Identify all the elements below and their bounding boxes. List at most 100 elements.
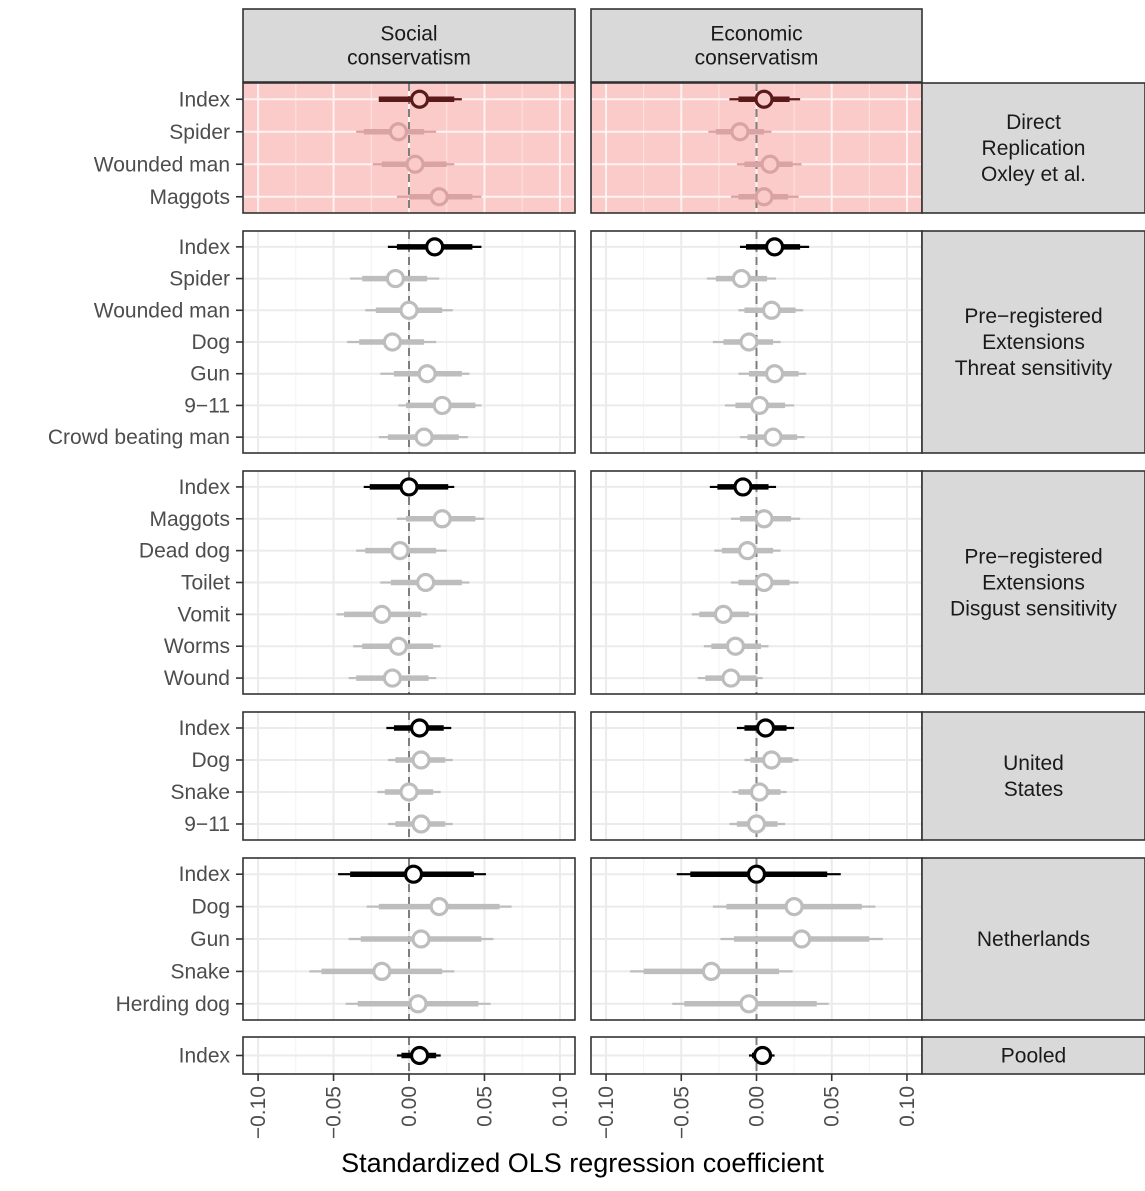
x-tick-label: −0.10 [247, 1086, 270, 1139]
y-tick-label: Herding dog [116, 993, 230, 1016]
point-estimate [764, 364, 785, 384]
point-estimate [403, 864, 424, 884]
column-strip-label: Social conservatism [347, 23, 471, 70]
panel-border [242, 82, 576, 214]
point-estimate [399, 782, 419, 802]
x-axis-title: Standardized OLS regression coefficient [341, 1148, 824, 1178]
point-estimate [429, 896, 449, 917]
point-estimate [733, 477, 753, 497]
point-estimate [754, 187, 774, 207]
y-tick-label: Crowd beating man [48, 426, 230, 449]
row-strip-label: United States [1003, 752, 1064, 801]
x-tick-label: −0.10 [595, 1086, 618, 1139]
x-tick-label: 0.10 [896, 1086, 919, 1127]
point-estimate [372, 961, 392, 982]
y-tick-label: Gun [190, 928, 230, 951]
y-tick-label: Wounded man [94, 299, 230, 322]
point-estimate [746, 864, 767, 884]
y-tick-label: Toilet [181, 572, 230, 595]
point-estimate [388, 636, 409, 656]
point-estimate [721, 668, 741, 688]
x-tick-label: −0.05 [670, 1086, 693, 1139]
y-tick-label: Snake [170, 781, 230, 804]
row-strip [921, 711, 1145, 841]
row-strip [921, 470, 1145, 695]
row-strip-label: Direct Replication Oxley et al. [981, 111, 1086, 186]
y-tick-label: Worms [164, 635, 230, 658]
y-tick-label: Dog [191, 896, 230, 919]
point-estimate [405, 154, 425, 174]
point-estimate [761, 300, 782, 320]
point-estimate [754, 572, 774, 593]
row-strip-label: Pre−registered Extensions Disgust sensitiv… [950, 546, 1117, 621]
point-estimate [417, 364, 437, 384]
y-tick-label: Maggots [149, 508, 230, 531]
point-estimate [432, 509, 452, 529]
point-estimate [399, 477, 419, 497]
point-estimate [388, 122, 409, 142]
x-tick-label: 0.10 [549, 1086, 572, 1127]
point-estimate [411, 929, 431, 949]
point-estimate [701, 961, 721, 982]
y-tick-label: Dog [191, 749, 230, 772]
point-estimate [737, 541, 758, 561]
point-estimate [755, 718, 776, 738]
point-estimate [739, 994, 759, 1014]
y-tick-label: Index [179, 1045, 231, 1068]
point-estimate [382, 668, 402, 688]
row-strip-label: Pre−registered Extensions Threat sensitivi… [955, 305, 1113, 380]
point-estimate [764, 237, 785, 257]
point-estimate [372, 604, 392, 624]
row-strip [921, 230, 1145, 454]
y-tick-label: Wound [164, 667, 230, 690]
point-estimate [761, 750, 782, 770]
y-tick-label: 9−11 [184, 394, 230, 417]
y-tick-label: Wounded man [94, 153, 230, 176]
point-estimate [390, 541, 410, 561]
y-tick-label: Maggots [149, 186, 230, 209]
point-estimate [713, 604, 734, 624]
y-tick-label: Snake [170, 960, 230, 983]
point-estimate [730, 122, 750, 142]
x-tick-label: 0.00 [746, 1086, 769, 1127]
point-estimate [425, 237, 445, 257]
point-estimate [408, 994, 428, 1014]
y-tick-label: Index [179, 88, 231, 111]
point-estimate [731, 268, 752, 289]
point-estimate [754, 89, 774, 109]
x-tick-label: 0.05 [821, 1086, 844, 1127]
point-estimate [382, 332, 402, 352]
x-tick-label: 0.00 [398, 1086, 421, 1127]
y-tick-label: Gun [190, 363, 230, 386]
point-estimate [760, 154, 780, 174]
y-tick-label: Index [179, 236, 231, 259]
point-estimate [752, 1045, 773, 1066]
y-tick-label: Index [179, 476, 231, 499]
point-estimate [409, 89, 430, 109]
point-estimate [409, 718, 430, 738]
point-estimate [754, 509, 774, 529]
point-estimate [792, 929, 812, 949]
point-estimate [414, 427, 434, 447]
y-tick-label: Index [179, 863, 231, 886]
point-estimate [399, 300, 419, 320]
point-estimate [749, 782, 770, 802]
y-tick-label: Dog [191, 331, 230, 354]
point-estimate [746, 814, 767, 834]
point-estimate [416, 572, 436, 593]
column-strip [590, 8, 923, 83]
y-tick-label: Index [179, 717, 231, 740]
column-strip-label: Economic conservatism [695, 23, 819, 70]
x-tick-label: −0.05 [323, 1086, 346, 1139]
point-estimate [763, 427, 783, 447]
point-estimate [385, 268, 406, 289]
point-estimate [725, 636, 746, 656]
row-strip-label: Pooled [1001, 1045, 1066, 1068]
point-estimate [432, 395, 452, 416]
point-estimate [411, 750, 431, 770]
point-estimate [749, 395, 770, 416]
point-estimate [429, 187, 449, 207]
y-tick-label: 9−11 [184, 813, 230, 836]
